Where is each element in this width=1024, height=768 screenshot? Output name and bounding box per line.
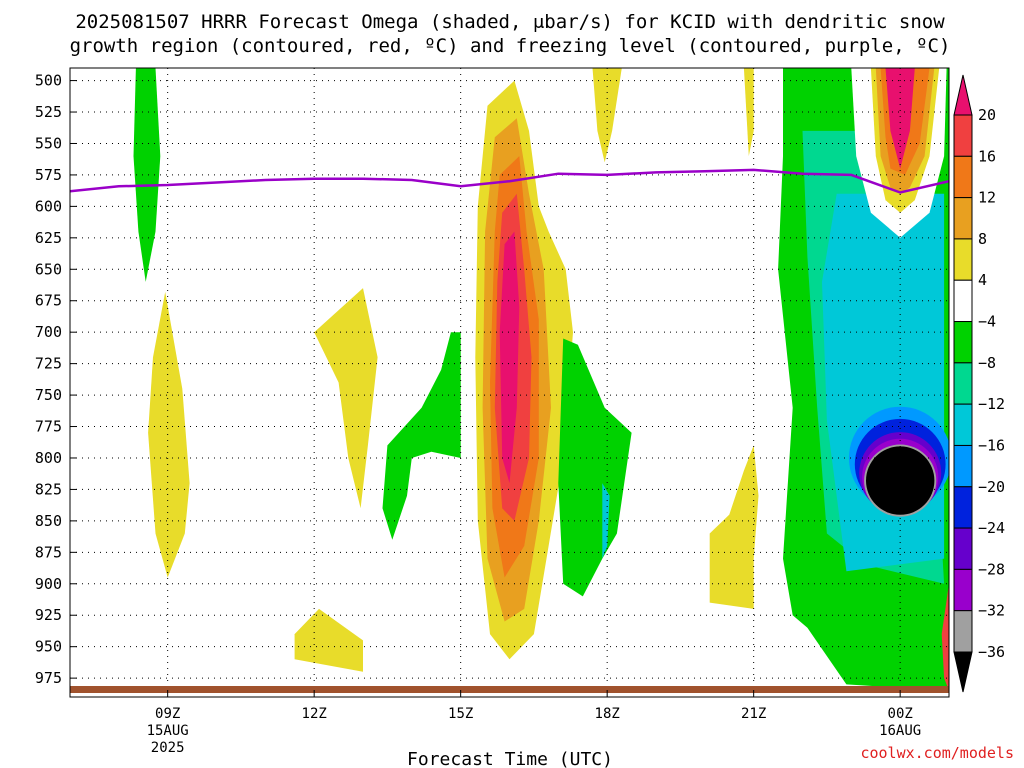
x-tick-year: 2025 <box>151 740 185 756</box>
colorbar-bin <box>953 403 973 446</box>
colorbar-label: 4 <box>978 271 987 289</box>
colorbar-label: 12 <box>978 189 996 207</box>
y-tick-label: 725 <box>35 355 62 373</box>
colorbar-bin <box>953 321 973 364</box>
x-tick-label: 18Z <box>595 706 620 722</box>
y-tick-label: 500 <box>35 72 62 90</box>
chart-title-line-2: growth region (contoured, red, ºC) and f… <box>70 35 951 57</box>
colorbar-bottom-arrow <box>953 651 973 693</box>
colorbar-bin <box>953 279 973 323</box>
y-tick-label: 800 <box>35 449 62 467</box>
y-tick-label: 625 <box>35 229 62 247</box>
colorbar-bin <box>953 444 973 488</box>
y-tick-label: 525 <box>35 103 62 121</box>
colorbar-label: −4 <box>978 313 996 331</box>
y-tick-label: 975 <box>35 669 62 687</box>
colorbar-label: −20 <box>978 478 1005 496</box>
plot-frame <box>69 67 950 698</box>
y-tick-label: 575 <box>35 166 62 184</box>
colorbar: 20 16 12 8 4 −4 −8 −12 −16 −20 −24 −28 −32 −36 <box>953 74 1005 693</box>
colorbar-label: 8 <box>978 230 987 248</box>
x-tick-label: 21Z <box>741 706 766 722</box>
colorbar-bin <box>953 362 973 405</box>
y-tick-label: 825 <box>35 480 62 498</box>
omega-positive-1800z-upper <box>592 68 622 163</box>
freezing-level-line <box>70 168 949 194</box>
y-tick-label: 650 <box>35 260 62 278</box>
x-tick-date: 16AUG <box>879 723 921 739</box>
y-tick-label: 875 <box>35 543 62 561</box>
omega-ascent-1430z <box>382 332 461 540</box>
y-tick-label: 675 <box>35 292 62 310</box>
y-tick-label: 850 <box>35 512 62 530</box>
colorbar-bin <box>953 238 973 281</box>
omega-shading <box>133 68 949 691</box>
x-tick-label: 00Z <box>888 706 913 722</box>
omega-positive-1300z-low <box>294 608 363 672</box>
omega-subsidence-p20 <box>499 231 520 484</box>
omega-ascent-m36 <box>866 446 935 515</box>
omega-ascent-0930z <box>133 68 161 282</box>
terrain-strip <box>70 686 949 693</box>
y-tick-label: 775 <box>35 418 62 436</box>
x-axis-label: Forecast Time (UTC) <box>407 749 613 768</box>
colorbar-bin <box>953 155 973 199</box>
omega-positive-2100z-lower <box>709 445 759 609</box>
colorbar-bin <box>953 610 973 653</box>
omega-ascent-1800z <box>558 338 632 597</box>
colorbar-bin <box>953 197 973 240</box>
plot-area <box>70 68 949 697</box>
colorbar-label: −36 <box>978 643 1005 661</box>
colorbar-bin <box>953 527 973 570</box>
omega-positive-0900z <box>148 291 190 578</box>
y-tick-label: 550 <box>35 134 62 152</box>
colorbar-top-arrow <box>953 74 973 116</box>
y-tick-label: 600 <box>35 197 62 215</box>
omega-upper-p20 <box>885 68 915 169</box>
colorbar-label: −8 <box>978 354 996 372</box>
y-tick-label: 700 <box>35 323 62 341</box>
x-tick-date: 15AUG <box>147 723 189 739</box>
y-tick-label: 925 <box>35 606 62 624</box>
y-tick-label: 950 <box>35 638 62 656</box>
omega-ascent-1800z-core <box>602 483 610 559</box>
x-tick-label: 12Z <box>302 706 327 722</box>
omega-ascent-m12 <box>822 193 945 572</box>
colorbar-label: −24 <box>978 519 1005 537</box>
colorbar-bin <box>953 114 973 157</box>
colorbar-label: −28 <box>978 560 1005 578</box>
colorbar-label: 20 <box>978 106 996 124</box>
omega-positive-1230z <box>314 288 378 509</box>
colorbar-bin <box>953 568 973 612</box>
colorbar-label: −16 <box>978 436 1005 454</box>
colorbar-label: −32 <box>978 602 1005 620</box>
y-tick-label: 900 <box>35 575 62 593</box>
x-tick-label: 09Z <box>155 706 180 722</box>
pressure-axis: 500 525 550 575 600 625 650 675 700 725 750 775 800 8… <box>35 72 77 687</box>
colorbar-label: 16 <box>978 147 996 165</box>
colorbar-bin <box>953 486 973 529</box>
credit-text: coolwx.com/models <box>860 744 1014 762</box>
colorbar-label: −12 <box>978 395 1005 413</box>
y-tick-label: 750 <box>35 386 62 404</box>
omega-edge-positive <box>941 583 949 691</box>
x-tick-label: 15Z <box>448 706 473 722</box>
chart-title-line-1: 2025081507 HRRR Forecast Omega (shaded, … <box>75 11 945 33</box>
